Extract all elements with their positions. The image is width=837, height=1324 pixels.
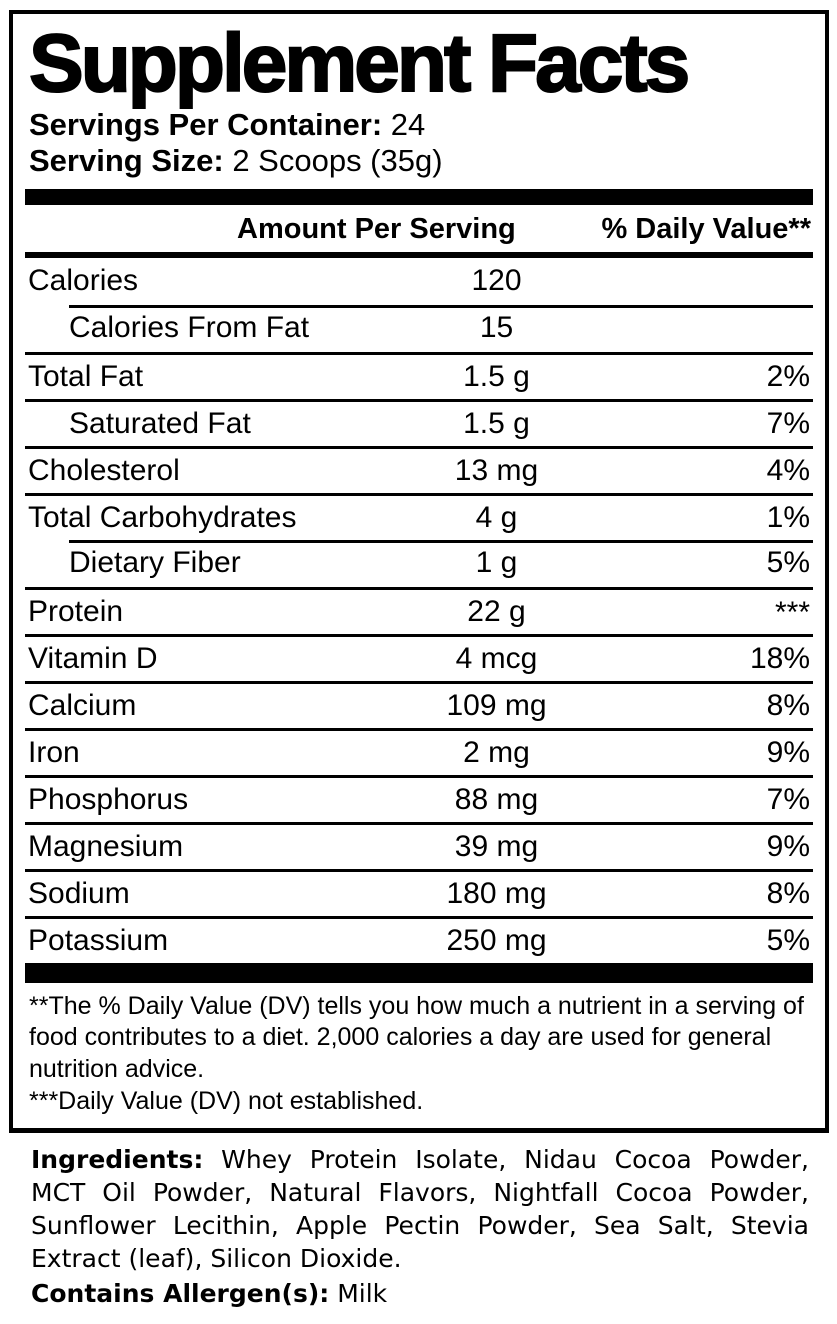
nutrient-amount: 109 mg bbox=[446, 688, 547, 722]
supplement-facts-panel: Supplement Facts Servings Per Container:… bbox=[9, 10, 829, 1133]
nutrient-row: Calories From Fat 15 bbox=[25, 304, 813, 352]
nutrient-row: Cholesterol 13 mg 4% bbox=[25, 445, 813, 493]
nutrient-amount: 1 g bbox=[475, 546, 518, 580]
nutrient-name: Calories bbox=[28, 264, 139, 298]
nutrient-row: Total Carbohydrates 4 g 1% bbox=[25, 492, 813, 540]
nutrient-name: Phosphorus bbox=[28, 782, 189, 816]
allergen-label: Contains Allergen(s): bbox=[31, 1278, 330, 1308]
nutrient-row: Phosphorus 88 mg 7% bbox=[25, 774, 813, 822]
nutrient-row: Dietary Fiber 1 g 5% bbox=[25, 539, 813, 587]
nutrient-amount: 13 mg bbox=[454, 453, 539, 487]
nutrient-amount: 22 g bbox=[467, 594, 526, 628]
nutrient-amount: 1.5 g bbox=[463, 359, 530, 393]
nutrient-amount: 88 mg bbox=[454, 782, 539, 816]
nutrient-name: Sodium bbox=[28, 876, 130, 910]
nutrient-row: Calcium 109 mg 8% bbox=[25, 680, 813, 728]
not-established-footnote: ***Daily Value (DV) not established. bbox=[29, 1086, 424, 1115]
nutrient-amount: 39 mg bbox=[454, 829, 539, 863]
nutrient-daily-value: 9% bbox=[766, 735, 810, 769]
nutrient-name: Cholesterol bbox=[28, 453, 180, 487]
allergen-value: Milk bbox=[337, 1278, 388, 1308]
nutrient-amount: 180 mg bbox=[446, 876, 547, 910]
allergen-line: Contains Allergen(s): Milk bbox=[31, 1277, 809, 1311]
nutrient-name: Potassium bbox=[28, 923, 169, 957]
nutrient-row: Potassium 250 mg 5% bbox=[25, 915, 813, 963]
nutrient-daily-value: 5% bbox=[766, 546, 810, 580]
nutrient-amount: 15 bbox=[479, 311, 514, 345]
nutrient-daily-value: 7% bbox=[766, 782, 810, 816]
nutrient-amount: 1.5 g bbox=[463, 406, 530, 440]
daily-value-header: % Daily Value** bbox=[601, 212, 811, 245]
table-header: Amount Per Serving % Daily Value** bbox=[25, 205, 813, 258]
ingredients-label: Ingredients: bbox=[31, 1144, 204, 1174]
nutrient-name: Vitamin D bbox=[28, 641, 158, 675]
footnotes: **The % Daily Value (DV) tells you how m… bbox=[13, 983, 825, 1128]
nutrient-daily-value: 8% bbox=[766, 688, 810, 722]
nutrient-name: Dietary Fiber bbox=[69, 546, 241, 580]
daily-value-footnote: **The % Daily Value (DV) tells you how m… bbox=[29, 991, 804, 1084]
nutrient-row: Magnesium 39 mg 9% bbox=[25, 821, 813, 869]
nutrient-daily-value: 5% bbox=[766, 923, 810, 957]
amount-per-serving-header: Amount Per Serving bbox=[237, 212, 516, 245]
nutrient-row: Vitamin D 4 mcg 18% bbox=[25, 633, 813, 681]
nutrient-row: Saturated Fat 1.5 g 7% bbox=[25, 398, 813, 446]
thick-divider-bottom bbox=[25, 962, 813, 983]
nutrient-name: Total Fat bbox=[28, 359, 144, 393]
nutrient-daily-value: 1% bbox=[766, 500, 810, 534]
nutrient-daily-value: 4% bbox=[766, 453, 810, 487]
ingredients-section: Ingredients: Whey Protein Isolate, Nidau… bbox=[31, 1143, 809, 1311]
ingredients-paragraph: Ingredients: Whey Protein Isolate, Nidau… bbox=[31, 1143, 809, 1275]
nutrient-table: Calories 120 Calories From Fat 15 Total … bbox=[25, 258, 813, 963]
nutrient-name: Iron bbox=[28, 735, 80, 769]
nutrient-amount: 2 mg bbox=[463, 735, 530, 769]
nutrient-name: Protein bbox=[28, 594, 124, 628]
panel-title: Supplement Facts bbox=[28, 18, 691, 109]
nutrient-row: Protein 22 g *** bbox=[25, 586, 813, 634]
serving-size-label: Serving Size: bbox=[29, 143, 224, 179]
servings-per-container-line: Servings Per Container: 24 bbox=[13, 106, 825, 142]
nutrient-daily-value: 9% bbox=[766, 829, 810, 863]
thick-divider-top bbox=[25, 188, 813, 205]
nutrient-name: Magnesium bbox=[28, 829, 184, 863]
nutrient-amount: 250 mg bbox=[446, 923, 547, 957]
nutrient-row: Sodium 180 mg 8% bbox=[25, 868, 813, 916]
nutrient-daily-value: 8% bbox=[766, 876, 810, 910]
nutrient-name: Calcium bbox=[28, 688, 137, 722]
serving-size-value: 2 Scoops (35g) bbox=[232, 143, 443, 179]
servings-per-container-value: 24 bbox=[390, 107, 426, 143]
nutrient-name: Total Carbohydrates bbox=[28, 500, 297, 534]
nutrient-row: Calories 120 bbox=[25, 258, 813, 305]
servings-per-container-label: Servings Per Container: bbox=[29, 107, 383, 143]
nutrient-amount: 120 bbox=[471, 264, 522, 298]
nutrient-row: Iron 2 mg 9% bbox=[25, 727, 813, 775]
nutrient-daily-value: 18% bbox=[749, 641, 810, 675]
nutrient-daily-value: *** bbox=[774, 595, 810, 629]
ingredients-list: Whey Protein Isolate, Nidau Cocoa Powder… bbox=[31, 1144, 809, 1273]
nutrient-row: Total Fat 1.5 g 2% bbox=[25, 351, 813, 399]
nutrient-name: Calories From Fat bbox=[69, 311, 310, 345]
nutrient-daily-value: 2% bbox=[766, 359, 810, 393]
serving-size-line: Serving Size: 2 Scoops (35g) bbox=[13, 142, 825, 178]
nutrient-amount: 4 mcg bbox=[455, 641, 538, 675]
nutrient-name: Saturated Fat bbox=[69, 406, 251, 440]
nutrient-daily-value: 7% bbox=[766, 406, 810, 440]
nutrient-amount: 4 g bbox=[475, 500, 518, 534]
